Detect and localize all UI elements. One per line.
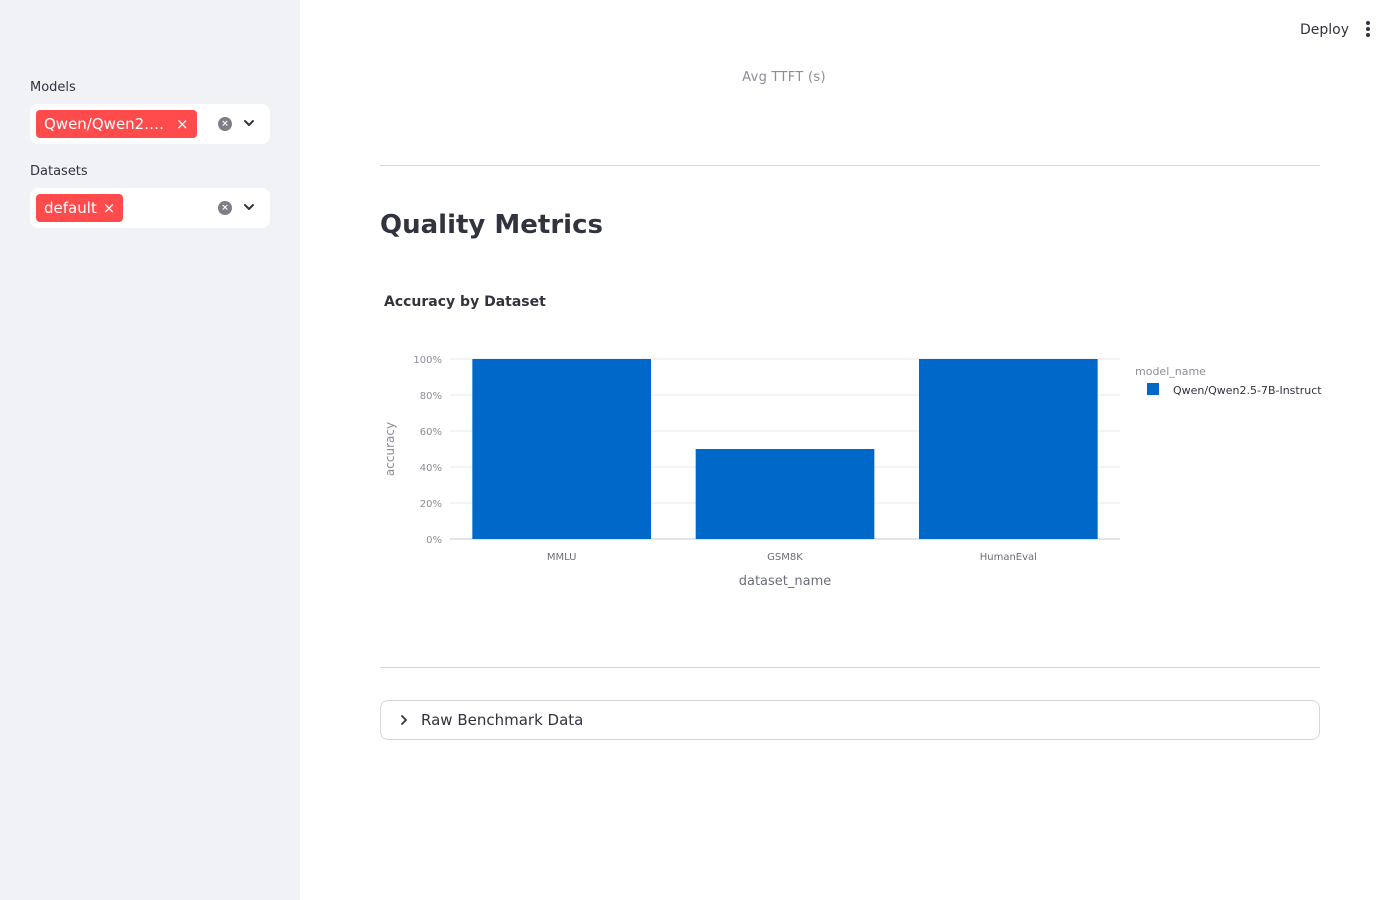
models-multiselect[interactable]: Qwen/Qwen2.5-… × × bbox=[30, 104, 270, 144]
dataset-chip-label: default bbox=[44, 199, 97, 217]
y-tick-label: 0% bbox=[426, 535, 442, 546]
sidebar: Models Qwen/Qwen2.5-… × × Datasets defaul… bbox=[0, 0, 300, 900]
chevron-down-icon[interactable] bbox=[242, 116, 256, 130]
accuracy-bar-chart: 0% 20% 40% 60% 80% 100% MMLU GSM8K HumanEval ac… bbox=[383, 355, 1322, 589]
chart-bars bbox=[472, 359, 1098, 539]
y-axis-label: accuracy bbox=[383, 422, 397, 476]
chevron-down-icon[interactable] bbox=[242, 200, 256, 214]
x-axis-ticks: MMLU GSM8K HumanEval bbox=[547, 552, 1037, 563]
bar-humaneval[interactable] bbox=[919, 359, 1098, 539]
y-tick-label: 100% bbox=[413, 355, 442, 366]
remove-dataset-icon[interactable]: × bbox=[102, 199, 116, 217]
y-tick-label: 20% bbox=[420, 499, 442, 510]
x-tick-label: MMLU bbox=[547, 552, 577, 563]
y-tick-label: 40% bbox=[420, 463, 442, 474]
model-chip: Qwen/Qwen2.5-… × bbox=[36, 110, 197, 138]
clear-datasets-icon[interactable]: × bbox=[218, 201, 232, 215]
legend-item-label[interactable]: Qwen/Qwen2.5-7B-Instruct bbox=[1173, 384, 1322, 397]
dataset-chip: default × bbox=[36, 194, 124, 222]
y-tick-label: 60% bbox=[420, 427, 442, 438]
divider bbox=[380, 667, 1320, 668]
clear-models-icon[interactable]: × bbox=[218, 117, 232, 131]
legend-swatch[interactable] bbox=[1147, 383, 1159, 395]
y-tick-label: 80% bbox=[420, 391, 442, 402]
deploy-button[interactable]: Deploy bbox=[1300, 22, 1350, 38]
models-label: Models bbox=[30, 80, 76, 95]
datasets-multiselect[interactable]: default × × bbox=[30, 188, 270, 228]
divider bbox=[380, 165, 1320, 166]
raw-benchmark-data-expander[interactable]: Raw Benchmark Data bbox=[380, 700, 1320, 740]
chart-legend: Qwen/Qwen2.5-7B-Instruct bbox=[1147, 383, 1322, 397]
y-axis-ticks: 0% 20% 40% 60% 80% 100% bbox=[413, 355, 442, 546]
bar-mmlu[interactable] bbox=[472, 359, 651, 539]
chevron-right-icon bbox=[401, 715, 407, 725]
bar-gsm8k[interactable] bbox=[695, 449, 875, 539]
x-tick-label: HumanEval bbox=[980, 552, 1037, 563]
previous-chart-axis-label: Avg TTFT (s) bbox=[742, 70, 826, 85]
x-axis-label: dataset_name bbox=[739, 574, 832, 589]
chart-title: Accuracy by Dataset bbox=[384, 294, 546, 310]
x-tick-label: GSM8K bbox=[767, 552, 803, 563]
model-chip-label: Qwen/Qwen2.5-… bbox=[44, 115, 170, 133]
vertical-ellipsis-icon[interactable] bbox=[1362, 21, 1374, 39]
remove-model-icon[interactable]: × bbox=[176, 115, 189, 133]
page-section-title: Quality Metrics bbox=[380, 210, 603, 240]
datasets-label: Datasets bbox=[30, 164, 88, 179]
legend-title: model_name bbox=[1135, 365, 1206, 378]
expander-label: Raw Benchmark Data bbox=[421, 711, 584, 729]
